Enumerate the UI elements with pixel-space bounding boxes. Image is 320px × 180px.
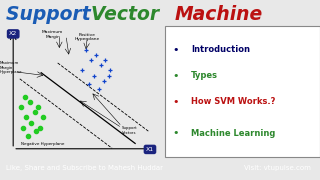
Point xyxy=(93,53,98,56)
Point xyxy=(20,126,26,129)
Text: •: • xyxy=(172,128,179,138)
Text: Positive
Hyperplane: Positive Hyperplane xyxy=(75,33,100,41)
Point xyxy=(22,95,27,98)
Text: Maximum
Margin
Hyperplane: Maximum Margin Hyperplane xyxy=(0,61,22,75)
Text: Vector: Vector xyxy=(91,5,166,24)
Text: X1: X1 xyxy=(146,147,154,152)
Point xyxy=(92,74,97,77)
Point xyxy=(103,59,108,62)
Point xyxy=(37,126,42,129)
Point xyxy=(24,116,29,119)
Point xyxy=(35,105,40,108)
Text: Types: Types xyxy=(191,71,218,80)
Point xyxy=(27,100,32,103)
Point xyxy=(108,69,113,72)
Text: Like, Share and Subscribe to Mahesh Huddar: Like, Share and Subscribe to Mahesh Hudd… xyxy=(6,165,164,171)
Text: Support
Vectors: Support Vectors xyxy=(122,126,138,135)
FancyBboxPatch shape xyxy=(165,26,320,157)
Text: X2: X2 xyxy=(9,31,17,36)
Text: Visit: vtupulse.com: Visit: vtupulse.com xyxy=(244,165,310,171)
Point xyxy=(101,80,106,82)
Point xyxy=(19,105,24,108)
Point xyxy=(83,48,88,51)
Point xyxy=(88,59,93,62)
Point xyxy=(34,129,39,132)
Point xyxy=(98,64,103,67)
Text: Support: Support xyxy=(6,5,98,24)
Point xyxy=(29,121,34,124)
Text: Negative Hyperplane: Negative Hyperplane xyxy=(21,142,65,146)
Point xyxy=(86,82,92,85)
Point xyxy=(32,111,37,114)
Text: Maximum
Margin: Maximum Margin xyxy=(42,30,63,39)
Text: How SVM Works.?: How SVM Works.? xyxy=(191,97,276,106)
Text: •: • xyxy=(172,97,179,107)
Text: Machine Learning: Machine Learning xyxy=(191,129,276,138)
Point xyxy=(80,69,85,72)
Point xyxy=(106,74,111,77)
Text: •: • xyxy=(172,71,179,81)
Point xyxy=(26,134,31,137)
Text: •: • xyxy=(172,45,179,55)
Point xyxy=(40,116,45,119)
Text: Machine: Machine xyxy=(174,5,263,24)
Text: Introduction: Introduction xyxy=(191,45,250,54)
Point xyxy=(96,87,101,90)
